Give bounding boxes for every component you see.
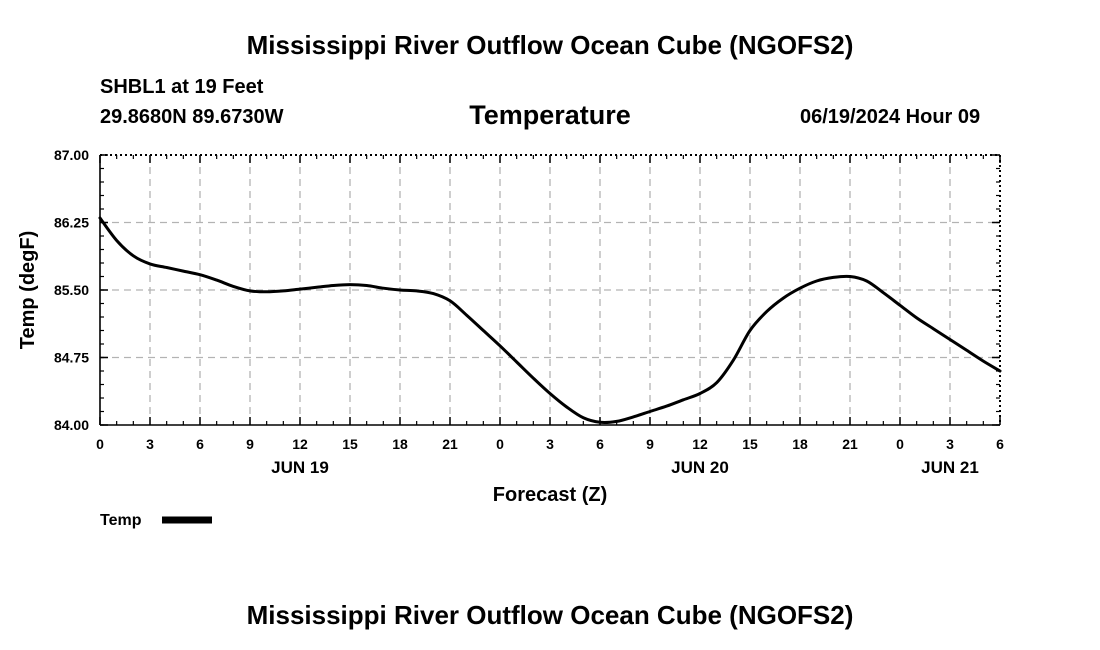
y-tick-label: 85.50 bbox=[54, 282, 89, 298]
x-tick-label: 0 bbox=[496, 436, 504, 452]
y-tick-label: 87.00 bbox=[54, 147, 89, 163]
x-tick-label: 12 bbox=[292, 436, 308, 452]
x-tick-label: 0 bbox=[96, 436, 104, 452]
x-tick-label: 0 bbox=[896, 436, 904, 452]
station-label: SHBL1 at 19 Feet bbox=[100, 76, 264, 98]
date-label: JUN 20 bbox=[671, 458, 729, 477]
x-tick-label: 3 bbox=[946, 436, 954, 452]
x-tick-label: 3 bbox=[146, 436, 154, 452]
x-tick-label: 15 bbox=[342, 436, 358, 452]
x-tick-label: 18 bbox=[392, 436, 408, 452]
x-tick-label: 6 bbox=[996, 436, 1004, 452]
series-line-temp bbox=[98, 216, 1002, 425]
footer-title: Mississippi River Outflow Ocean Cube (NG… bbox=[246, 600, 854, 630]
y-axis-title: Temp (degF) bbox=[17, 231, 39, 350]
x-tick-label: 9 bbox=[646, 436, 654, 452]
chart-super-title: Mississippi River Outflow Ocean Cube (NG… bbox=[246, 30, 854, 60]
plot-frame bbox=[99, 154, 1001, 426]
legend-label-temp: Temp bbox=[100, 512, 142, 529]
tick-labels: 0 3 6 9 12 15 18 21 0 3 6 9 12 15 18 21 0 3 6 84.00 84.75 85.… bbox=[54, 147, 1004, 477]
x-tick-label: 12 bbox=[692, 436, 708, 452]
date-label: JUN 21 bbox=[921, 458, 979, 477]
series-layer bbox=[98, 216, 1002, 425]
y-tick-label: 84.00 bbox=[54, 417, 89, 433]
grid-lines bbox=[100, 155, 1000, 425]
x-tick-label: 18 bbox=[792, 436, 808, 452]
x-axis-title: Forecast (Z) bbox=[493, 484, 607, 506]
legend: Temp bbox=[100, 512, 212, 529]
x-tick-label: 9 bbox=[246, 436, 254, 452]
x-tick-label: 15 bbox=[742, 436, 758, 452]
x-tick-label: 21 bbox=[442, 436, 458, 452]
chart-title: Temperature bbox=[469, 100, 631, 130]
forecast-datetime: 06/19/2024 Hour 09 bbox=[800, 106, 981, 128]
x-tick-label: 3 bbox=[546, 436, 554, 452]
y-tick-label: 86.25 bbox=[54, 215, 89, 231]
y-tick-label: 84.75 bbox=[54, 350, 89, 366]
x-tick-label: 6 bbox=[196, 436, 204, 452]
date-label: JUN 19 bbox=[271, 458, 329, 477]
x-tick-label: 21 bbox=[842, 436, 858, 452]
x-tick-label: 6 bbox=[596, 436, 604, 452]
station-coordinates: 29.8680N 89.6730W bbox=[100, 106, 284, 128]
